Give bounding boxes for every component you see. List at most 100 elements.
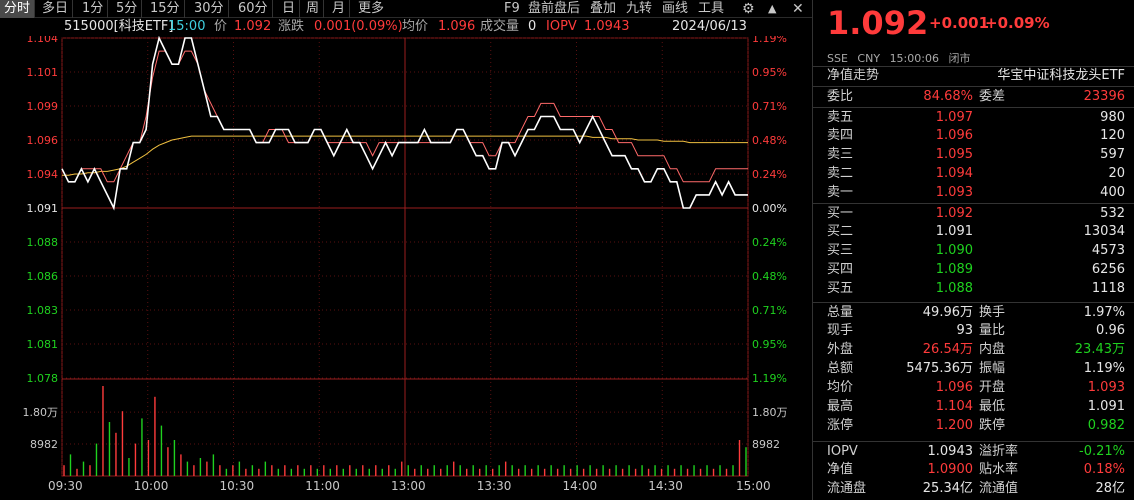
- stat-value: 49.96万: [922, 305, 973, 320]
- weibi-label: 委比: [827, 89, 854, 104]
- ask-price: 1.093: [935, 185, 973, 200]
- symbol-label: 515000[科技ETF]: [64, 19, 174, 34]
- ask-row[interactable]: 卖一 1.093 400: [813, 183, 1134, 202]
- weibi-value: 84.68%: [923, 89, 973, 104]
- stat-label: 开盘: [979, 380, 1006, 395]
- chart-svg[interactable]: 1.104 1.19% 1.101 0.95% 1.099 0.71% 1.096 0.48%…: [0, 32, 812, 500]
- up-caret-icon[interactable]: ▲: [768, 2, 777, 15]
- overlay-button[interactable]: 叠加: [590, 1, 617, 16]
- ask-qty: 20: [1108, 166, 1125, 181]
- tab-more[interactable]: 更多: [358, 1, 385, 16]
- stat-value: 23.43万: [1074, 342, 1125, 357]
- ask-label: 卖一: [827, 185, 854, 200]
- tab-multi-day[interactable]: 多日: [38, 0, 74, 18]
- trend-label[interactable]: 净值走势: [827, 68, 880, 83]
- bid-label: 买三: [827, 243, 854, 258]
- stat-value: 1.096: [935, 380, 973, 395]
- y-pct-tick-label: 1.19%: [752, 372, 787, 385]
- big-price: 1.092: [827, 4, 929, 42]
- y-tick-label: 1.094: [27, 168, 59, 181]
- ask-row[interactable]: 卖四 1.096 120: [813, 126, 1134, 145]
- volume-tick-label: 1.80万: [752, 406, 788, 419]
- market-status: 闭市: [948, 52, 971, 65]
- bid-row[interactable]: 买五 1.088 1118: [813, 279, 1134, 298]
- weicha-value: 23396: [1083, 89, 1125, 104]
- ask-row[interactable]: 卖三 1.095 597: [813, 145, 1134, 164]
- nav-stat-row: IOPV 1.0943 溢折率 -0.21%: [813, 441, 1134, 460]
- stat-value: 1.0900: [927, 462, 974, 477]
- gear-icon[interactable]: ⚙: [742, 1, 755, 17]
- nine-turn-button[interactable]: 九转: [626, 1, 653, 16]
- bid-price: 1.088: [935, 281, 973, 296]
- ask-row[interactable]: 卖五 1.097 980: [813, 107, 1134, 126]
- tab-1min[interactable]: 1分: [78, 0, 109, 18]
- date-label: 2024/06/13: [672, 19, 747, 34]
- stat-label: 量比: [979, 323, 1006, 338]
- tab-15min[interactable]: 15分: [146, 0, 185, 18]
- iopv-value: 1.0943: [584, 19, 630, 34]
- tab-intraday[interactable]: 分时: [0, 0, 36, 18]
- volume-tick-label: 1.80万: [23, 406, 59, 419]
- stat-label: 溢折率: [979, 444, 1019, 459]
- y-pct-tick-label: 1.19%: [752, 36, 787, 45]
- stat-value: 1.093: [1087, 380, 1125, 395]
- stat-label: 涨停: [827, 418, 854, 433]
- x-tick-label: 09:30: [48, 479, 83, 493]
- bid-row[interactable]: 买二 1.091 13034: [813, 222, 1134, 241]
- ask-qty: 400: [1100, 185, 1125, 200]
- stat-label: 总量: [827, 305, 854, 320]
- order-ratio-row: 委比 84.68% 委差 23396: [813, 86, 1134, 105]
- tab-week[interactable]: 周: [302, 0, 325, 18]
- tab-60min[interactable]: 60分: [234, 0, 273, 18]
- intraday-chart[interactable]: 1.104 1.19% 1.101 0.95% 1.099 0.71% 1.096 0.48%…: [0, 32, 812, 500]
- nav-stat-row: 净值 1.0900 贴水率 0.18%: [813, 460, 1134, 479]
- ask-row[interactable]: 卖二 1.094 20: [813, 164, 1134, 183]
- stat-label: 内盘: [979, 342, 1006, 357]
- tools-button[interactable]: 工具: [698, 1, 725, 16]
- ask-label: 卖四: [827, 128, 854, 143]
- draw-line-button[interactable]: 画线: [662, 1, 689, 16]
- stat-value: 93: [956, 323, 973, 338]
- stat-label: 最低: [979, 399, 1006, 414]
- y-pct-tick-label: 0.95%: [752, 66, 787, 79]
- stat-label: 总额: [827, 361, 854, 376]
- bid-label: 买二: [827, 224, 854, 239]
- tab-day[interactable]: 日: [278, 0, 301, 18]
- pre-post-market-button[interactable]: 盘前盘后: [528, 1, 581, 16]
- tab-30min[interactable]: 30分: [190, 0, 229, 18]
- tab-5min[interactable]: 5分: [112, 0, 143, 18]
- stat-value: 1.0943: [927, 444, 974, 459]
- bid-price: 1.091: [935, 224, 973, 239]
- volume-label: 成交量: [480, 19, 520, 34]
- bid-price: 1.089: [935, 262, 973, 277]
- y-tick-label: 1.088: [27, 236, 59, 249]
- bid-row[interactable]: 买一 1.092 532: [813, 203, 1134, 222]
- x-tick-label: 10:00: [134, 479, 169, 493]
- stat-value: -0.21%: [1079, 444, 1125, 459]
- tab-month[interactable]: 月: [328, 0, 351, 18]
- info-time: 15:00: [168, 19, 206, 34]
- stat-value: 28亿: [1095, 481, 1125, 496]
- bid-row[interactable]: 买三 1.090 4573: [813, 241, 1134, 260]
- market-meta: SSE CNY 15:00:06 闭市: [827, 50, 976, 66]
- stat-value: 1.200: [935, 418, 973, 433]
- stat-row: 总额 5475.36万 振幅 1.19%: [813, 359, 1134, 378]
- bid-label: 买一: [827, 206, 854, 221]
- x-tick-label: 15:00: [736, 479, 771, 493]
- y-pct-tick-label: 0.71%: [752, 100, 787, 113]
- bid-row[interactable]: 买四 1.089 6256: [813, 260, 1134, 279]
- ask-label: 卖三: [827, 147, 854, 162]
- bid-label: 买四: [827, 262, 854, 277]
- volume-tick-label: 8982: [752, 438, 780, 451]
- y-tick-label: 1.099: [27, 100, 59, 113]
- ask-qty: 980: [1100, 110, 1125, 125]
- stat-label: 跌停: [979, 418, 1006, 433]
- bid-qty: 6256: [1091, 262, 1125, 277]
- f9-button[interactable]: F9: [504, 1, 520, 16]
- volume-tick-label: 8982: [30, 438, 58, 451]
- stat-label: 外盘: [827, 342, 854, 357]
- close-icon[interactable]: ✕: [792, 1, 804, 17]
- y-tick-label: 1.081: [27, 338, 59, 351]
- iopv-label: IOPV: [546, 19, 577, 34]
- weicha-label: 委差: [979, 89, 1006, 104]
